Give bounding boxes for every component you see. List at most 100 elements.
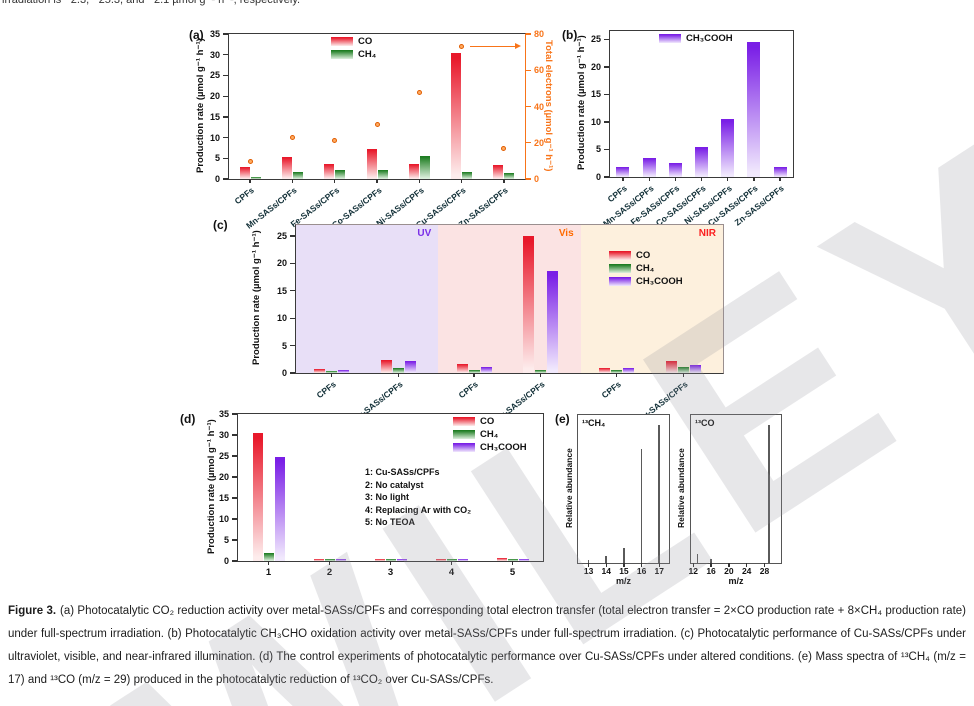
bar [456, 363, 468, 373]
bar [598, 367, 610, 373]
bar [480, 366, 492, 373]
y-tick-label: 15 [218, 493, 229, 503]
total-electrons-dot [289, 134, 295, 140]
y-tick-label: 30 [209, 49, 220, 60]
legend-label: CH₃COOH [636, 276, 683, 287]
x-tick [418, 179, 421, 183]
bar [695, 146, 708, 177]
y-tick [290, 290, 295, 292]
panel-b-legend: CH₃COOH [659, 33, 733, 46]
y-tick-label: 35 [218, 409, 229, 419]
x-tick [249, 179, 251, 183]
legend-label: CH₄ [358, 49, 377, 60]
total-electrons-dot [332, 137, 338, 143]
panel-c: (c) Production rate (µmol g⁻¹ h⁻¹) UV Vis… [195, 212, 740, 424]
x-tick-label: 28 [759, 566, 770, 576]
y-tick [290, 262, 295, 265]
spectrum1-xlabel: m/z [615, 576, 631, 586]
y-tick-label: 30 [218, 430, 229, 440]
y-tick-label: 0 [595, 172, 601, 182]
y-tick-label: 25 [218, 451, 229, 461]
x-tick [605, 563, 607, 567]
x-tick [503, 179, 505, 183]
bar [677, 366, 689, 373]
total-electrons-dot [501, 145, 507, 151]
legend-swatch [609, 251, 631, 260]
legend-label: CO [358, 36, 373, 47]
right-y-tick [526, 69, 531, 71]
x-tick-label: 15 [619, 566, 629, 576]
y-tick-label: 20 [209, 91, 220, 102]
legend-swatch [609, 277, 631, 286]
y-tick-label: 15 [209, 111, 220, 122]
x-tick-label: 20 [724, 566, 734, 576]
panel-b-label: (b) [562, 28, 578, 42]
x-tick-label: 4 [448, 567, 455, 578]
bar [335, 170, 346, 179]
right-y-tick [526, 33, 531, 35]
total-electrons-dot [416, 90, 422, 96]
y-tick-label: 35 [209, 29, 220, 39]
mass-peak [587, 560, 590, 563]
bar [392, 368, 404, 373]
x-tick-label: 14 [601, 566, 611, 576]
legend-row: CO [331, 36, 376, 47]
legend-row: CH₃COOH [453, 442, 527, 453]
x-tick [658, 563, 660, 567]
panel-b-plot: 0 5 10 15 20 25 CPFs Mn-SASs/CPFs Fe-SASs/CPFs Co… [591, 30, 794, 229]
bar [313, 368, 325, 373]
x-tick [540, 373, 542, 377]
x-tick [291, 179, 294, 183]
bar [747, 42, 761, 177]
x-tick [753, 177, 755, 181]
y-tick [290, 344, 295, 347]
x-tick-label: 3 [387, 567, 394, 578]
panel-b-ylabel: Production rate (µmol g⁻¹ h⁻¹) [576, 35, 587, 171]
bar [642, 157, 656, 177]
x-tick [682, 373, 684, 377]
panel-a-ylabel: Production rate (µmol g⁻¹ h⁻¹) [195, 38, 206, 173]
bar [668, 163, 682, 177]
x-tick [641, 563, 643, 567]
legend-label: CO [480, 416, 495, 427]
bar [435, 559, 446, 561]
bar [507, 559, 518, 561]
x-tick-label: 5 [509, 567, 516, 578]
legend-label: CH₄ [636, 263, 655, 274]
y-tick-label: 20 [276, 258, 287, 269]
right-y-tick-label: 0 [534, 174, 540, 184]
right-axis-arrow-head [515, 43, 521, 50]
bar [374, 559, 385, 561]
total-electrons-dot [247, 159, 253, 165]
legend-swatch [609, 264, 631, 273]
x-tick-label: 16 [636, 566, 647, 576]
bar [366, 149, 377, 179]
spectrum2-species-label: ¹³CO [695, 418, 715, 428]
x-tick-label: 13 [583, 566, 594, 576]
panel-d-legend: CO CH₄ CH₃COOH [453, 416, 527, 455]
x-tick [746, 563, 748, 567]
legend-row: CO [609, 250, 683, 261]
x-tick [389, 561, 392, 565]
x-tick-label: 12 [688, 566, 698, 576]
bar [274, 456, 285, 561]
region-label-vis: Vis [558, 228, 574, 239]
y-tick-label: 5 [595, 144, 601, 155]
x-tick [763, 563, 766, 567]
x-tick-label: 16 [706, 566, 716, 576]
panel-c-label: (c) [213, 218, 228, 232]
y-tick [232, 497, 237, 499]
bar [313, 559, 324, 561]
annotation-line: 5: No TEOA [365, 517, 416, 528]
y-tick [223, 178, 228, 180]
y-tick [223, 95, 228, 97]
bar [419, 156, 430, 179]
bar [462, 171, 473, 179]
region-nir: NIR [580, 225, 723, 373]
bar [252, 433, 263, 561]
y-tick [604, 38, 609, 40]
y-tick-label: 10 [590, 116, 601, 127]
mass-peak [623, 548, 625, 563]
y-tick [232, 455, 237, 457]
bar [377, 170, 388, 179]
